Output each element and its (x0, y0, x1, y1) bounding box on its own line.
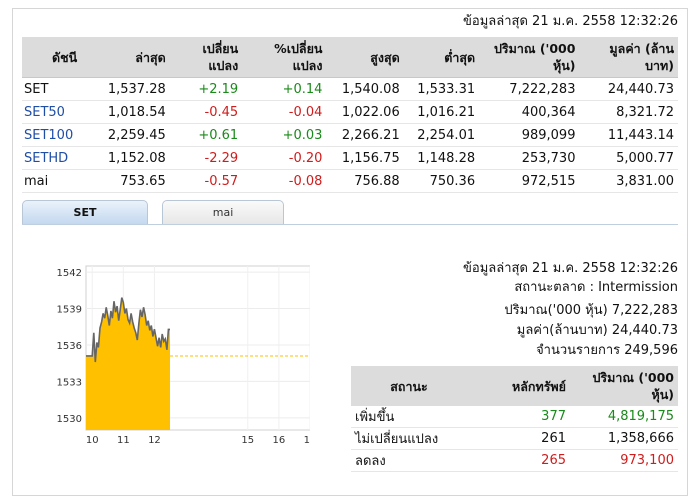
col-header-status: สถานะ (351, 366, 467, 406)
index-link-sethd[interactable]: SETHD (22, 146, 82, 170)
breadth-row-up: เพิ่มขึ้น 377 4,819,175 (351, 406, 678, 428)
table-row-set100[interactable]: SET100 2,259.45 +0.61 +0.03 2,266.21 2,2… (22, 123, 678, 147)
cell-pct-change: -0.04 (242, 100, 327, 124)
col-header-securities: หลักทรัพย์ (467, 366, 570, 406)
x-tick-label: 16 (273, 435, 286, 446)
cell-high: 2,266.21 (326, 123, 404, 147)
cell-pct-change: +0.14 (242, 77, 327, 101)
index-link-set50[interactable]: SET50 (22, 100, 82, 124)
cell-last: 1,018.54 (81, 100, 170, 124)
cell-change: +0.61 (169, 123, 243, 147)
breadth-row-down: ลดลง 265 973,100 (351, 449, 678, 472)
breadth-count: 265 (467, 449, 570, 472)
breadth-volume: 973,100 (570, 449, 678, 472)
cell-volume: 989,099 (479, 123, 580, 147)
cell-low: 750.36 (403, 169, 480, 193)
last-update-timestamp: ข้อมูลล่าสุด 21 ม.ค. 2558 12:32:26 (463, 14, 678, 29)
cell-change: +2.19 (169, 77, 243, 101)
col-header-value: มูลค่า (ล้านบาท) (579, 37, 678, 78)
index-line (86, 297, 170, 363)
cell-high: 1,156.75 (326, 146, 404, 170)
col-header-last: ล่าสุด (81, 37, 170, 78)
y-tick-label: 1539 (57, 305, 82, 316)
table-row-mai: mai 753.65 -0.57 -0.08 756.88 750.36 972… (22, 169, 678, 193)
cell-pct-change: -0.08 (242, 169, 327, 193)
cell-value: 3,831.00 (579, 169, 678, 193)
col-header-index: ดัชนี (22, 37, 82, 78)
cell-last: 1,152.08 (81, 146, 170, 170)
index-area-fill (86, 297, 170, 430)
cell-last: 2,259.45 (81, 123, 170, 147)
cell-high: 1,022.06 (326, 100, 404, 124)
cell-value: 8,321.72 (579, 100, 678, 124)
breadth-header: สถานะ หลักทรัพย์ ปริมาณ ('000 หุ้น) (351, 366, 678, 406)
table-row-set: SET 1,537.28 +2.19 +0.14 1,540.08 1,533.… (22, 77, 678, 101)
breadth-volume: 4,819,175 (570, 406, 678, 428)
index-name-mai: mai (22, 169, 82, 193)
cell-value: 11,443.14 (579, 123, 678, 147)
cell-low: 1,148.28 (403, 146, 480, 170)
tab-mai[interactable]: mai (162, 200, 284, 224)
x-tick-label: 17 (304, 435, 310, 446)
breadth-table: สถานะ หลักทรัพย์ ปริมาณ ('000 หุ้น) เพิ่… (351, 366, 678, 472)
cell-pct-change: +0.03 (242, 123, 327, 147)
breadth-label: ไม่เปลี่ยนแปลง (351, 427, 467, 450)
cell-high: 1,540.08 (326, 77, 404, 101)
breadth-count: 377 (467, 406, 570, 428)
cell-high: 756.88 (326, 169, 404, 193)
x-tick-label: 11 (117, 435, 130, 446)
y-tick-label: 1542 (57, 268, 82, 279)
cell-volume: 253,730 (479, 146, 580, 170)
breadth-volume: 1,358,666 (570, 427, 678, 450)
col-header-change: เปลี่ยน แปลง (169, 37, 243, 78)
cell-low: 2,254.01 (403, 123, 480, 147)
y-tick-label: 1533 (57, 377, 82, 388)
cell-volume: 7,222,283 (479, 77, 580, 101)
x-tick-label: 15 (241, 435, 254, 446)
table-row-sethd[interactable]: SETHD 1,152.08 -2.29 -0.20 1,156.75 1,14… (22, 146, 678, 170)
chart-timestamp: ข้อมูลล่าสุด 21 ม.ค. 2558 12:32:26 (463, 261, 678, 276)
tab-set[interactable]: SET (22, 200, 148, 224)
index-table: ดัชนี ล่าสุด เปลี่ยน แปลง %เปลี่ยน แปลง … (22, 37, 678, 193)
breadth-row-unchanged: ไม่เปลี่ยนแปลง 261 1,358,666 (351, 427, 678, 450)
cell-volume: 972,515 (479, 169, 580, 193)
col-header-volume: ปริมาณ ('000 หุ้น) (479, 37, 580, 78)
breadth-count: 261 (467, 427, 570, 450)
trade-count: จำนวนรายการ 249,596 (536, 343, 678, 358)
market-value: มูลค่า(ล้านบาท) 24,440.73 (516, 323, 678, 338)
cell-volume: 400,364 (479, 100, 580, 124)
y-tick-label: 1530 (57, 414, 82, 425)
cell-last: 1,537.28 (81, 77, 170, 101)
market-status: สถานะตลาด : Intermission (514, 280, 678, 295)
index-name-set: SET (22, 77, 82, 101)
breadth-label: ลดลง (351, 449, 467, 472)
cell-change: -0.45 (169, 100, 243, 124)
breadth-label: เพิ่มขึ้น (351, 406, 467, 428)
cell-last: 753.65 (81, 169, 170, 193)
index-link-set100[interactable]: SET100 (22, 123, 82, 147)
cell-low: 1,533.31 (403, 77, 480, 101)
x-tick-label: 10 (86, 435, 99, 446)
cell-value: 5,000.77 (579, 146, 678, 170)
intraday-index-chart: 1542 1539 1536 1533 1530 10 11 12 15 16 17 (57, 265, 310, 446)
table-row-set50[interactable]: SET50 1,018.54 -0.45 -0.04 1,022.06 1,01… (22, 100, 678, 124)
cell-low: 1,016.21 (403, 100, 480, 124)
col-header-high: สูงสุด (326, 37, 404, 78)
x-tick-label: 12 (148, 435, 161, 446)
cell-value: 24,440.73 (579, 77, 678, 101)
col-header-pct-change: %เปลี่ยน แปลง (242, 37, 327, 78)
cell-pct-change: -0.20 (242, 146, 327, 170)
cell-change: -2.29 (169, 146, 243, 170)
y-tick-label: 1536 (57, 341, 82, 352)
col-header-low: ต่ำสุด (403, 37, 480, 78)
col-header-volume: ปริมาณ ('000 หุ้น) (570, 366, 678, 406)
cell-change: -0.57 (169, 169, 243, 193)
market-tabs: SET mai (22, 200, 678, 225)
market-volume: ปริมาณ('000 หุ้น) 7,222,283 (504, 303, 678, 318)
index-table-header: ดัชนี ล่าสุด เปลี่ยน แปลง %เปลี่ยน แปลง … (22, 37, 678, 78)
